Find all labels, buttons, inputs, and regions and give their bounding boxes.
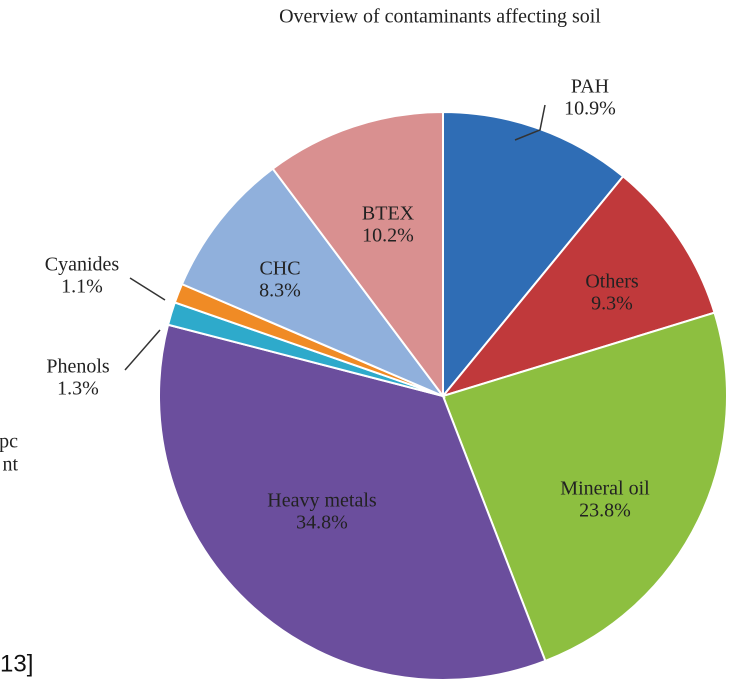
value-label: 23.8%	[579, 500, 631, 522]
slice-label: Others	[585, 271, 639, 293]
slice-label: Mineral oil	[560, 478, 650, 500]
pie-slice	[440, 175, 716, 398]
slice-label: CHC	[259, 258, 300, 280]
slice-label: BTEX	[362, 203, 415, 225]
value-label: 10.2%	[362, 225, 414, 247]
slice-label: Heavy metals	[267, 490, 377, 512]
leader-line	[124, 329, 161, 371]
value-label: 1.1%	[61, 276, 103, 298]
pie-slice	[441, 311, 728, 663]
slice-label: Cyanides	[45, 254, 120, 276]
value-label: 1.3%	[57, 378, 99, 400]
value-label: 10.9%	[564, 98, 616, 120]
pie-slice	[158, 323, 547, 681]
leader-line	[514, 104, 546, 141]
chart-title: Overview of contaminants affecting soil	[279, 6, 601, 28]
fragment: nt	[2, 454, 18, 476]
fragment: 13]	[0, 650, 33, 677]
leader-line	[129, 277, 166, 301]
slice-label: Phenols	[46, 356, 110, 378]
slice-label: PAH	[571, 76, 609, 98]
value-label: 34.8%	[296, 512, 348, 534]
value-label: 8.3%	[259, 280, 301, 302]
pie-slice	[180, 167, 447, 399]
pie-slice	[271, 110, 444, 400]
pie-slice	[442, 110, 625, 399]
value-label: 9.3%	[591, 293, 633, 315]
fragment: pc	[0, 431, 18, 453]
